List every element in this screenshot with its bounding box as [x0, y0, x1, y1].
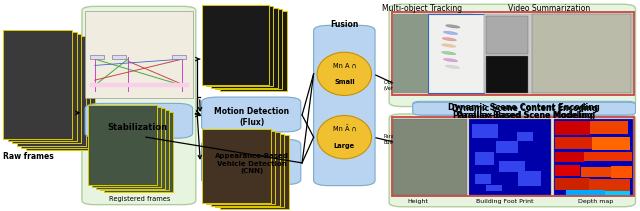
Bar — [206, 131, 275, 204]
Bar — [211, 8, 278, 88]
FancyBboxPatch shape — [82, 6, 196, 205]
Text: Dynamic Scene Content Encoding: Dynamic Scene Content Encoding — [452, 104, 598, 113]
Bar — [220, 11, 287, 91]
Bar — [486, 16, 528, 54]
Bar — [220, 135, 289, 209]
Bar — [584, 152, 632, 161]
FancyBboxPatch shape — [414, 103, 635, 115]
FancyBboxPatch shape — [314, 25, 375, 186]
Bar — [3, 30, 72, 139]
Bar — [393, 14, 473, 93]
Bar — [90, 55, 104, 59]
FancyBboxPatch shape — [413, 102, 636, 115]
Bar — [469, 119, 551, 195]
Text: Building Foot Print: Building Foot Print — [476, 199, 533, 204]
Bar — [475, 174, 491, 184]
Text: Appearance-Based
Vehicle Detection
(CNN): Appearance-Based Vehicle Detection (CNN) — [214, 153, 289, 174]
Bar — [8, 32, 77, 141]
Bar — [532, 14, 631, 93]
FancyBboxPatch shape — [389, 4, 636, 107]
Bar — [566, 190, 605, 195]
Ellipse shape — [445, 65, 460, 69]
FancyBboxPatch shape — [202, 97, 301, 132]
Bar — [555, 152, 584, 162]
Bar — [12, 34, 81, 143]
Bar — [518, 171, 541, 186]
Bar — [215, 9, 282, 89]
Bar — [605, 191, 630, 195]
Ellipse shape — [442, 51, 456, 55]
Text: Multi-object Tracking: Multi-object Tracking — [381, 4, 462, 13]
Text: Parallax-Based Scene Modeling: Parallax-Based Scene Modeling — [453, 111, 595, 120]
Bar — [202, 5, 269, 85]
Bar — [96, 108, 165, 189]
Text: Mn Ā ∩: Mn Ā ∩ — [333, 125, 356, 132]
Bar — [393, 119, 467, 195]
Text: Small: Small — [334, 79, 355, 85]
Text: Video Summarization: Video Summarization — [508, 4, 590, 13]
Bar — [202, 129, 271, 203]
Bar — [475, 152, 494, 165]
Text: Large: Large — [333, 143, 355, 149]
Bar — [215, 134, 284, 207]
Bar — [555, 121, 590, 135]
Bar — [555, 165, 580, 176]
Text: Fusion: Fusion — [330, 20, 358, 29]
Ellipse shape — [442, 38, 456, 41]
Text: Depth map: Depth map — [578, 199, 614, 204]
Bar — [88, 105, 157, 185]
Bar — [590, 121, 628, 134]
Text: Registered frames: Registered frames — [109, 196, 170, 202]
Ellipse shape — [317, 52, 372, 95]
Bar — [611, 166, 632, 178]
Bar — [472, 124, 498, 138]
Bar — [17, 36, 86, 146]
Bar — [100, 110, 169, 190]
Text: Dynamic Scene Content Encoding: Dynamic Scene Content Encoding — [448, 103, 600, 112]
Bar — [90, 83, 189, 87]
Bar — [112, 55, 126, 59]
Bar — [555, 178, 590, 190]
Bar — [517, 132, 533, 141]
Bar — [92, 107, 161, 187]
Bar — [555, 137, 593, 149]
Bar — [484, 14, 633, 93]
Bar — [592, 137, 630, 150]
FancyBboxPatch shape — [414, 103, 635, 115]
Bar — [85, 11, 193, 98]
Ellipse shape — [317, 116, 372, 159]
Bar — [554, 119, 633, 195]
Bar — [589, 179, 630, 191]
Text: Motion Detection
(Flux): Motion Detection (Flux) — [214, 107, 289, 127]
Text: Raw frames: Raw frames — [3, 152, 54, 161]
Bar — [104, 112, 173, 192]
Bar — [581, 167, 613, 177]
Ellipse shape — [444, 31, 458, 35]
Text: Mn A ∩: Mn A ∩ — [333, 62, 356, 68]
Ellipse shape — [445, 25, 460, 28]
Ellipse shape — [442, 44, 456, 47]
Text: Height: Height — [408, 199, 428, 204]
Bar — [499, 161, 525, 172]
Bar — [392, 12, 634, 95]
Bar — [211, 132, 280, 206]
Bar — [486, 56, 528, 93]
FancyBboxPatch shape — [202, 139, 301, 185]
Bar — [392, 117, 634, 196]
Ellipse shape — [444, 58, 458, 62]
Text: Parallax-Based Scene Modeling: Parallax-Based Scene Modeling — [457, 111, 593, 120]
Bar — [21, 38, 90, 148]
Bar — [428, 14, 484, 93]
Bar — [26, 40, 95, 150]
FancyBboxPatch shape — [413, 101, 636, 114]
Text: Parallax/
Building: Parallax/ Building — [384, 134, 405, 145]
Bar — [496, 141, 518, 153]
FancyBboxPatch shape — [85, 103, 193, 138]
Bar — [206, 6, 273, 86]
Bar — [486, 185, 502, 191]
Bar — [172, 55, 186, 59]
FancyBboxPatch shape — [389, 114, 636, 207]
Text: Stabilization: Stabilization — [108, 123, 168, 132]
Text: Obj. Moving
(Vehicle): Obj. Moving (Vehicle) — [384, 80, 413, 91]
